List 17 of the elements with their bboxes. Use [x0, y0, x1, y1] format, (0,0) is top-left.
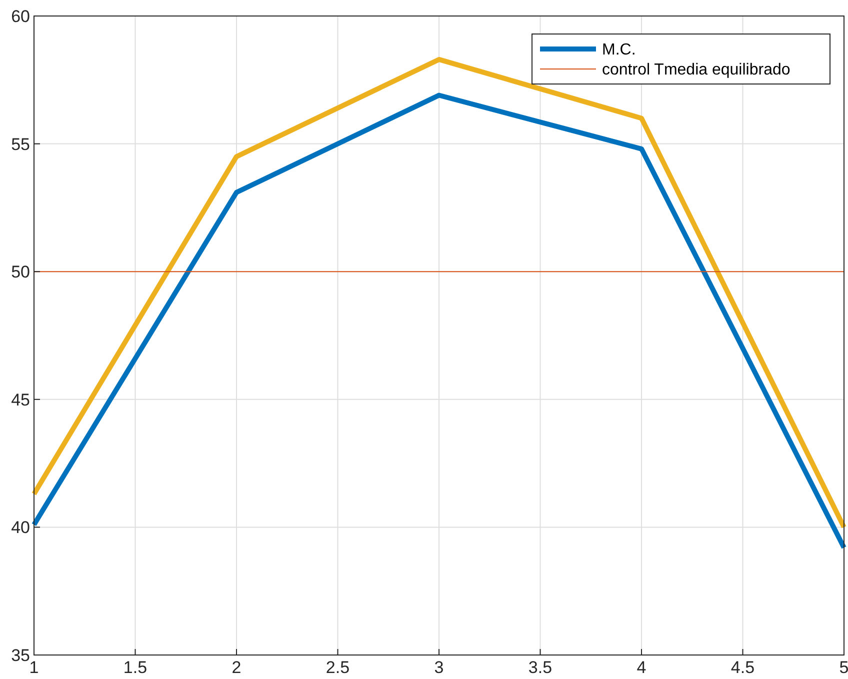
- y-tick-label: 40: [11, 518, 30, 538]
- y-tick-label: 60: [11, 6, 30, 26]
- x-tick-label: 1: [29, 658, 39, 677]
- y-tick-label: 35: [11, 646, 30, 665]
- y-tick-label: 55: [11, 134, 30, 154]
- legend-label: M.C.: [602, 42, 636, 59]
- x-tick-label: 4: [636, 658, 646, 677]
- y-tick-label: 45: [11, 390, 30, 410]
- legend-label: control Tmedia equilibrado: [602, 62, 790, 79]
- y-tick-label: 50: [11, 262, 30, 282]
- x-tick-label: 1.5: [123, 658, 148, 677]
- x-tick-label: 2.5: [326, 658, 350, 677]
- x-tick-label: 4.5: [730, 658, 755, 677]
- x-tick-label: 3: [434, 658, 444, 677]
- x-tick-label: 2: [232, 658, 242, 677]
- x-tick-label: 5: [839, 658, 848, 677]
- x-tick-label: 3.5: [528, 658, 552, 677]
